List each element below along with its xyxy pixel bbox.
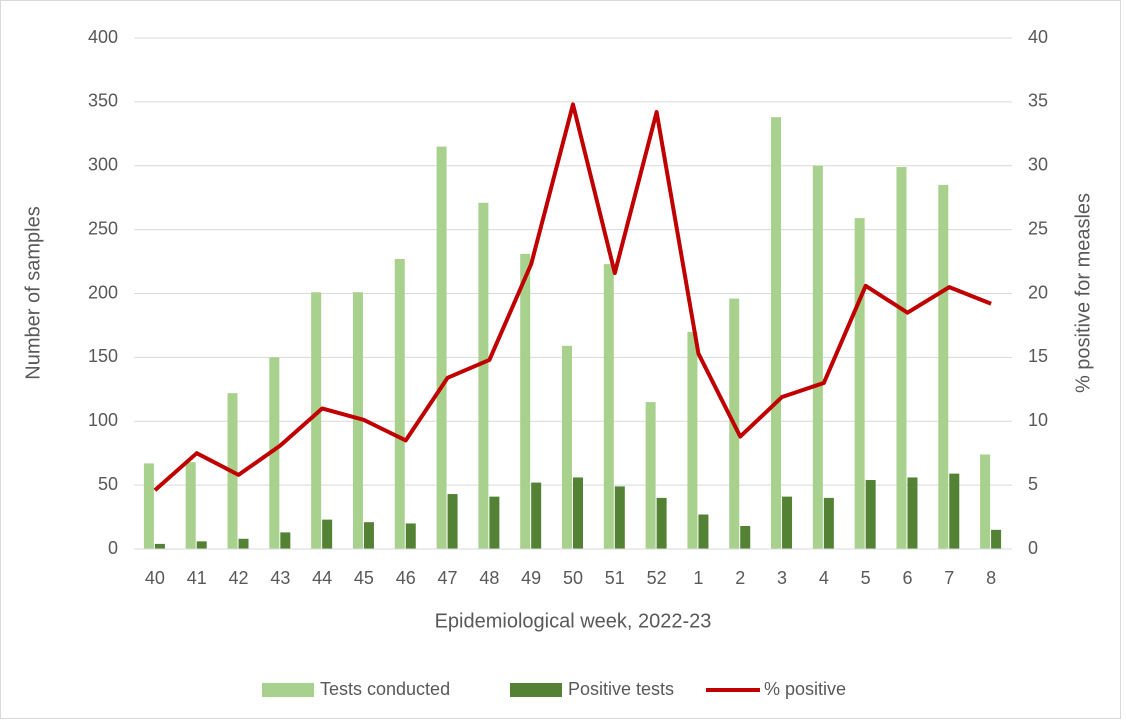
y2-tick-label: 40 [1028,27,1048,47]
bar [269,357,280,549]
x-tick-label: 3 [777,568,787,588]
bar [352,292,363,549]
bar [949,473,960,549]
bar [311,292,322,549]
bar [938,184,949,549]
y-tick-label: 350 [88,91,118,111]
bar [562,345,572,549]
x-tick-label: 47 [438,568,458,588]
bar [447,494,458,549]
y2-tick-label: 0 [1028,538,1038,558]
bar [489,496,500,549]
bar [238,538,249,549]
y-tick-label: 150 [88,346,118,366]
x-tick-label: 45 [354,568,374,588]
x-tick-label: 50 [563,568,583,588]
x-tick-label: 6 [902,568,912,588]
bar [573,477,583,549]
y2-tick-label: 5 [1028,474,1038,494]
y2-tick-label: 10 [1028,410,1048,430]
bar [907,477,918,549]
legend-label: Tests conducted [320,679,450,699]
bar [478,202,489,550]
x-tick-label: 4 [819,568,829,588]
y-tick-label: 200 [88,282,118,302]
x-tick-label: 46 [396,568,416,588]
bar [740,526,751,549]
bar [143,463,154,549]
bar [782,496,793,549]
bar [280,532,291,549]
y-axis-title: Number of samples [22,206,44,379]
bar [614,486,625,549]
y-tick-label: 100 [88,410,118,430]
x-tick-label: 8 [986,568,996,588]
x-tick-label: 7 [944,568,954,588]
y-tick-label: 300 [88,155,118,175]
bar [687,331,698,549]
bar [154,543,165,549]
y2-tick-label: 20 [1028,282,1048,302]
y2-axis-title: % positive for measles [1072,193,1094,393]
y-tick-label: 50 [98,474,118,494]
x-tick-label: 40 [145,568,165,588]
bar [405,523,416,549]
y-tick-label: 250 [88,218,118,238]
bar [896,167,907,549]
bar [436,146,447,549]
x-tick-label: 48 [479,568,499,588]
bar [823,497,834,549]
line [153,102,992,492]
y-tick-label: 400 [88,27,118,47]
bar [363,522,374,549]
x-tick-label: 49 [521,568,541,588]
y2-tick-label: 35 [1028,91,1048,111]
bar [531,482,542,549]
y2-tick-label: 30 [1028,155,1048,175]
y2-tick-label: 15 [1028,346,1048,366]
x-tick-label: 42 [229,568,249,588]
bar [771,117,782,549]
bar [185,462,196,549]
x-tick-label: 43 [270,568,290,588]
bar [865,480,876,549]
bar [322,519,333,549]
bar [980,454,991,549]
legend-swatch [510,683,562,697]
bar [854,218,865,549]
x-tick-label: 52 [647,568,667,588]
bar [698,514,709,549]
x-tick-label: 41 [187,568,207,588]
bar [603,264,614,549]
y-tick-label: 0 [108,538,118,558]
bar [812,165,823,549]
x-tick-label: 2 [735,568,745,588]
y2-tick-label: 25 [1028,218,1048,238]
legend-swatch [262,683,314,697]
legend-label: % positive [764,679,846,699]
bar [520,253,531,549]
x-tick-label: 1 [693,568,703,588]
bar [991,529,1002,549]
legend-label: Positive tests [568,679,674,699]
bar [196,541,207,549]
x-tick-label: 44 [312,568,332,588]
bar [394,259,405,549]
x-tick-label: 51 [605,568,625,588]
bar [656,497,667,549]
x-axis-title: Epidemiological week, 2022-23 [435,610,712,632]
x-tick-label: 5 [861,568,871,588]
bar [645,402,656,549]
